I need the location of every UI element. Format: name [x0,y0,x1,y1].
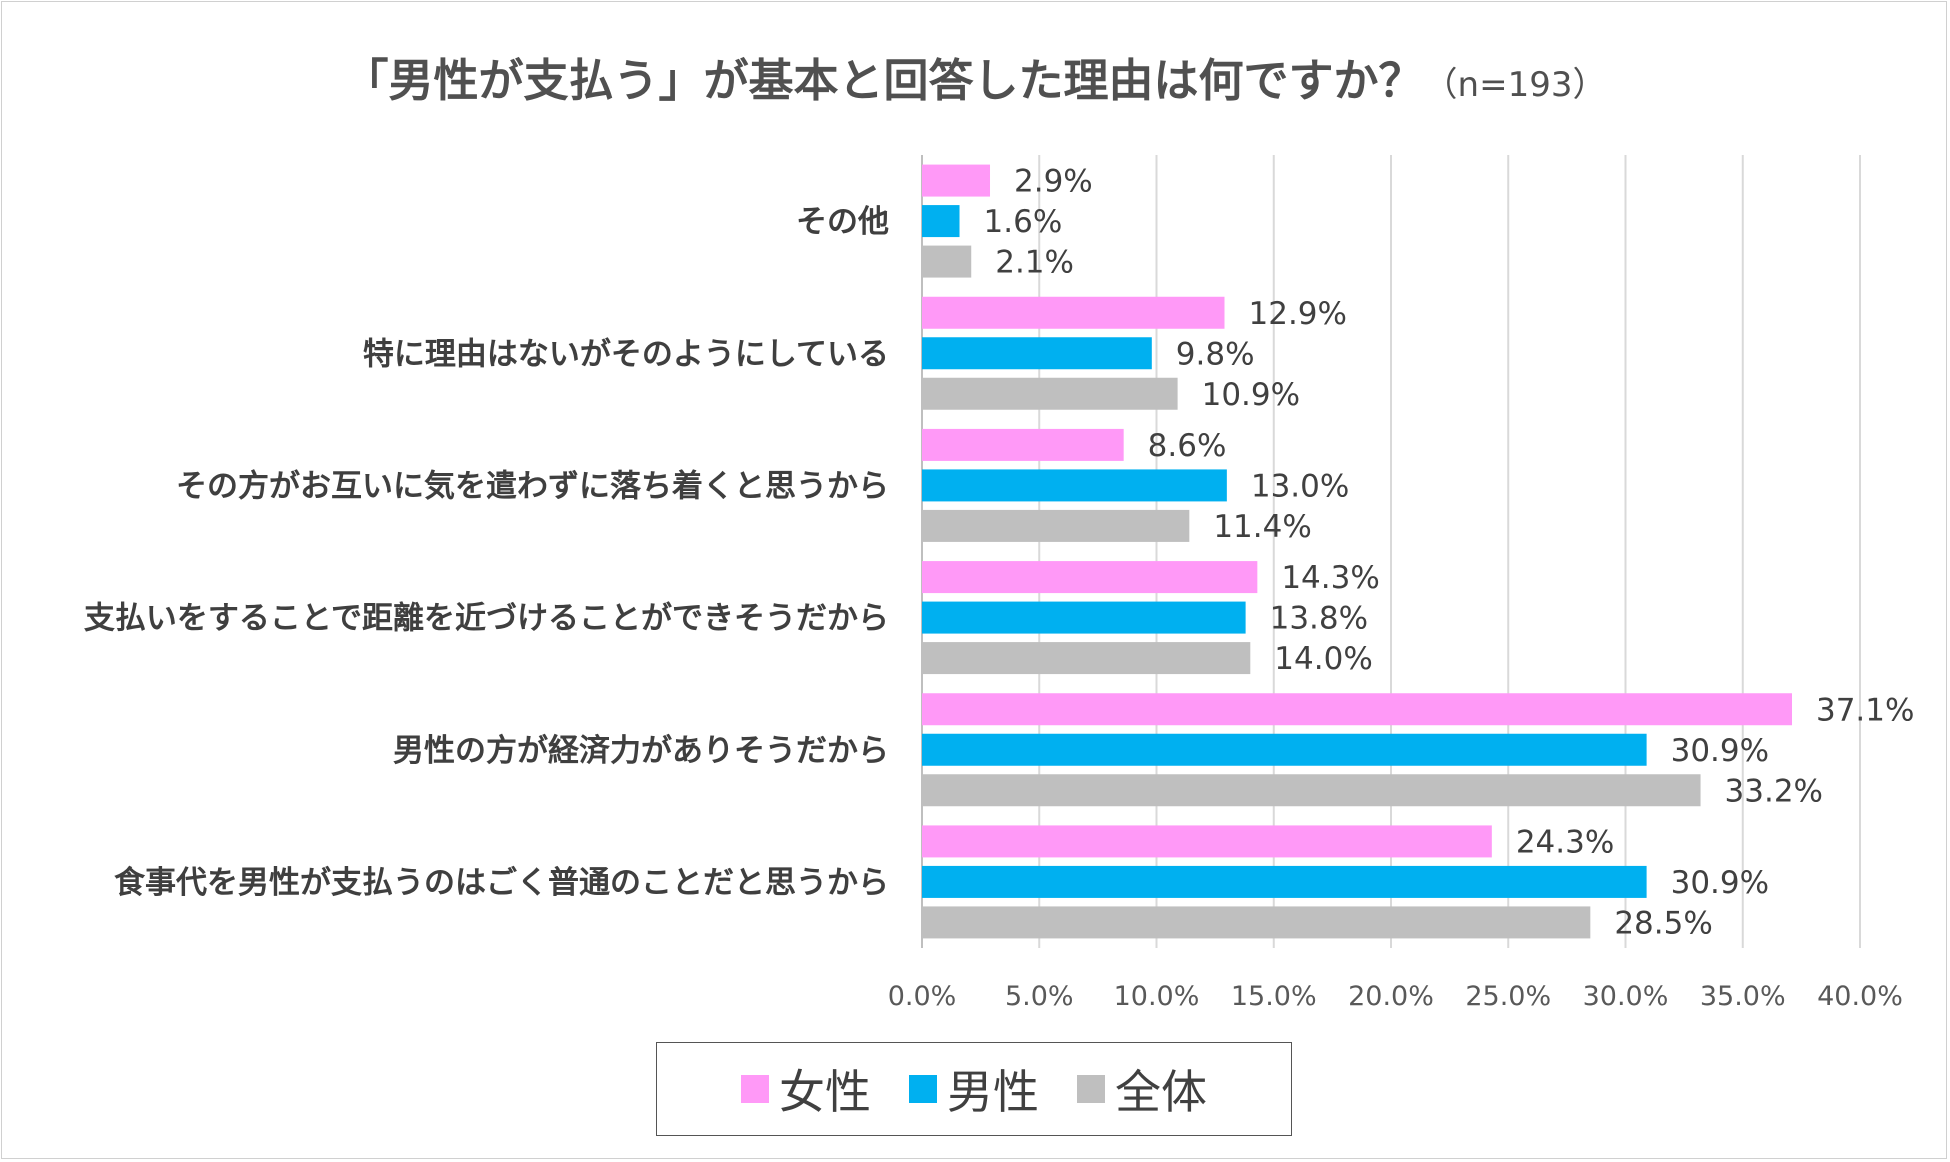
value-label-1-0: 12.9% [1249,296,1347,332]
bar-1-2 [922,377,1178,410]
chart-title: 「男性が支払う」が基本と回答した理由は何ですか？（n=193） [0,44,1950,109]
category-label-5: 食事代を男性が支払うのはごく普通のことだと思うから [114,865,889,901]
value-label-5-2: 28.5% [1614,905,1712,941]
category-label-4: 男性の方が経済力がありそうだから [393,733,889,769]
value-label-2-1: 13.0% [1251,468,1349,504]
bar-5-2 [922,906,1591,939]
value-label-1-2: 10.9% [1202,377,1300,413]
legend-swatch-female [741,1075,769,1103]
legend-label-male: 男性 [947,1065,1039,1119]
gridlines [921,155,1861,948]
category-label-1: 特に理由はないがそのようにしている [363,336,889,372]
bar-0-0 [922,164,991,197]
bar-1-0 [922,296,1225,329]
value-label-3-0: 14.3% [1281,560,1379,596]
bar-0-2 [922,245,972,278]
x-tick-label-7: 35.0% [1700,981,1786,1012]
x-tick-label-2: 10.0% [1114,981,1200,1012]
value-label-5-0: 24.3% [1516,824,1614,860]
x-tick-label-3: 15.0% [1231,981,1317,1012]
bars [922,164,1792,939]
value-label-3-1: 13.8% [1270,601,1368,637]
x-tick-label-4: 20.0% [1348,981,1434,1012]
legend-swatch-male [909,1075,937,1103]
bar-2-0 [922,428,1124,461]
legend-item-male: 男性 [909,1056,1039,1122]
bar-5-0 [922,825,1492,858]
bar-4-1 [922,733,1647,766]
value-label-2-2: 11.4% [1213,509,1311,545]
value-label-4-2: 33.2% [1725,773,1823,809]
x-tick-label-5: 25.0% [1465,981,1551,1012]
value-label-4-1: 30.9% [1671,733,1769,769]
value-label-5-1: 30.9% [1671,865,1769,901]
bar-3-2 [922,642,1251,675]
legend: 女性 男性 全体 [656,1042,1292,1136]
value-label-0-2: 2.1% [995,245,1074,281]
bar-2-2 [922,509,1190,542]
value-label-0-0: 2.9% [1014,164,1093,200]
value-label-0-1: 1.6% [984,204,1063,240]
bar-3-1 [922,601,1246,634]
chart-title-main: 「男性が支払う」が基本と回答した理由は何ですか？ [343,54,1424,107]
bar-4-0 [922,693,1792,726]
bar-3-0 [922,561,1258,594]
bar-1-1 [922,337,1152,370]
value-label-1-1: 9.8% [1176,336,1255,372]
bar-chart-plot: 0.0% 5.0% 10.0% 15.0% 20.0% 25.0% 30.0% 35.0% 40… [84,155,1915,1012]
x-tick-label-0: 0.0% [888,981,957,1012]
category-label-0: その他 [796,204,889,240]
legend-item-overall: 全体 [1077,1056,1207,1122]
value-label-4-0: 37.1% [1816,692,1914,728]
bar-0-1 [922,205,960,238]
value-label-3-2: 14.0% [1274,641,1372,677]
legend-label-overall: 全体 [1115,1065,1207,1119]
x-tick-label-6: 30.0% [1583,981,1669,1012]
labels: 0.0% 5.0% 10.0% 15.0% 20.0% 25.0% 30.0% 35.0% 40… [84,164,1915,1012]
legend-swatch-overall [1077,1075,1105,1103]
category-label-2: その方がお互いに気を遣わずに落ち着くと思うから [176,468,889,504]
x-tick-label-8: 40.0% [1817,981,1903,1012]
bar-2-1 [922,469,1227,502]
legend-item-female: 女性 [741,1056,871,1122]
bar-5-1 [922,865,1647,898]
bar-4-2 [922,774,1701,807]
x-tick-label-1: 5.0% [1005,981,1074,1012]
category-label-3: 支払いをすることで距離を近づけることができそうだから [84,601,889,637]
chart-title-note: （n=193） [1423,65,1607,105]
legend-label-female: 女性 [779,1065,871,1119]
value-label-2-0: 8.6% [1148,428,1227,464]
